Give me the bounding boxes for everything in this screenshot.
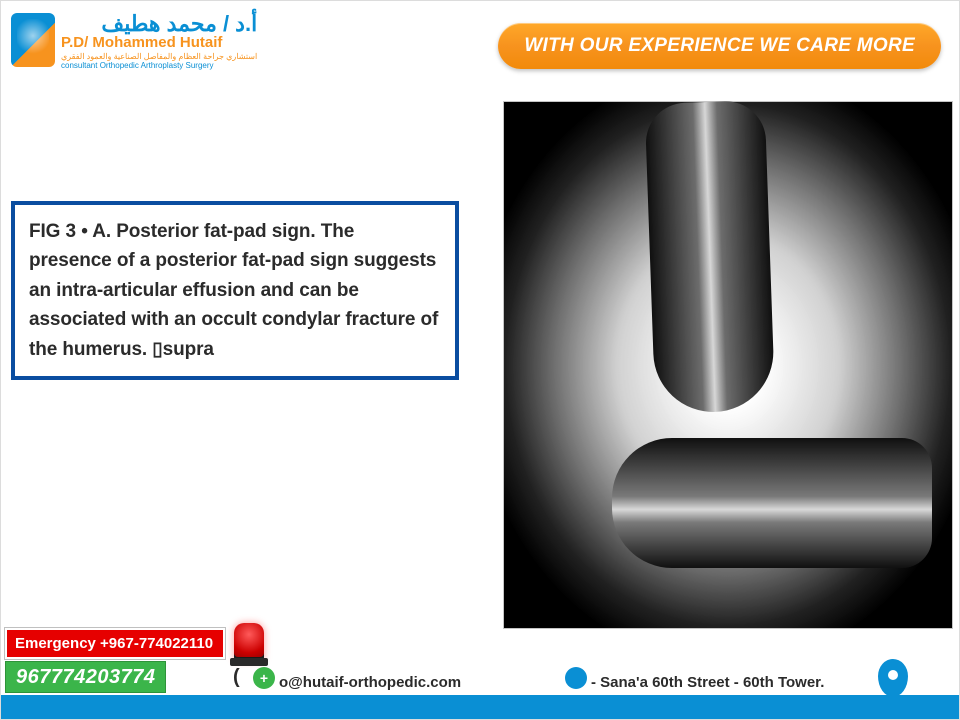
emergency-badge: Emergency +967-774022110 bbox=[5, 628, 225, 659]
info-dot-icon bbox=[565, 667, 587, 689]
tagline-badge: WITH OUR EXPERIENCE WE CARE MORE bbox=[498, 23, 941, 69]
address-fragment: - Sana'a 60th Street - 60th Tower. bbox=[591, 674, 824, 691]
whatsapp-icon: + bbox=[253, 667, 275, 689]
whatsapp-number: 967774203774 bbox=[5, 661, 166, 693]
paren-fragment: ( bbox=[233, 666, 240, 689]
doctor-name-arabic: أ.د / محمد هطيف bbox=[61, 13, 257, 35]
elbow-xray-image bbox=[503, 101, 953, 629]
knee-logo-icon bbox=[11, 13, 55, 67]
logo-text-block: أ.د / محمد هطيف P.D/ Mohammed Hutaif است… bbox=[61, 13, 257, 71]
header-region: أ.د / محمد هطيف P.D/ Mohammed Hutaif است… bbox=[1, 9, 959, 89]
footer-blue-bar bbox=[1, 695, 959, 719]
specialty-arabic: استشاري جراحة العظام والمفاصل الصناعية و… bbox=[61, 52, 257, 62]
specialty-english: consultant Orthopedic Arthroplasty Surge… bbox=[61, 61, 257, 71]
figure-caption-text: FIG 3 • A. Posterior fat-pad sign. The p… bbox=[29, 217, 441, 364]
figure-caption-box: FIG 3 • A. Posterior fat-pad sign. The p… bbox=[11, 201, 459, 380]
clinic-logo: أ.د / محمد هطيف P.D/ Mohammed Hutaif است… bbox=[11, 13, 257, 71]
email-fragment: o@hutaif-orthopedic.com bbox=[279, 674, 461, 691]
location-pin-icon bbox=[878, 659, 908, 697]
siren-icon bbox=[234, 623, 264, 661]
doctor-name-english: P.D/ Mohammed Hutaif bbox=[61, 35, 257, 52]
